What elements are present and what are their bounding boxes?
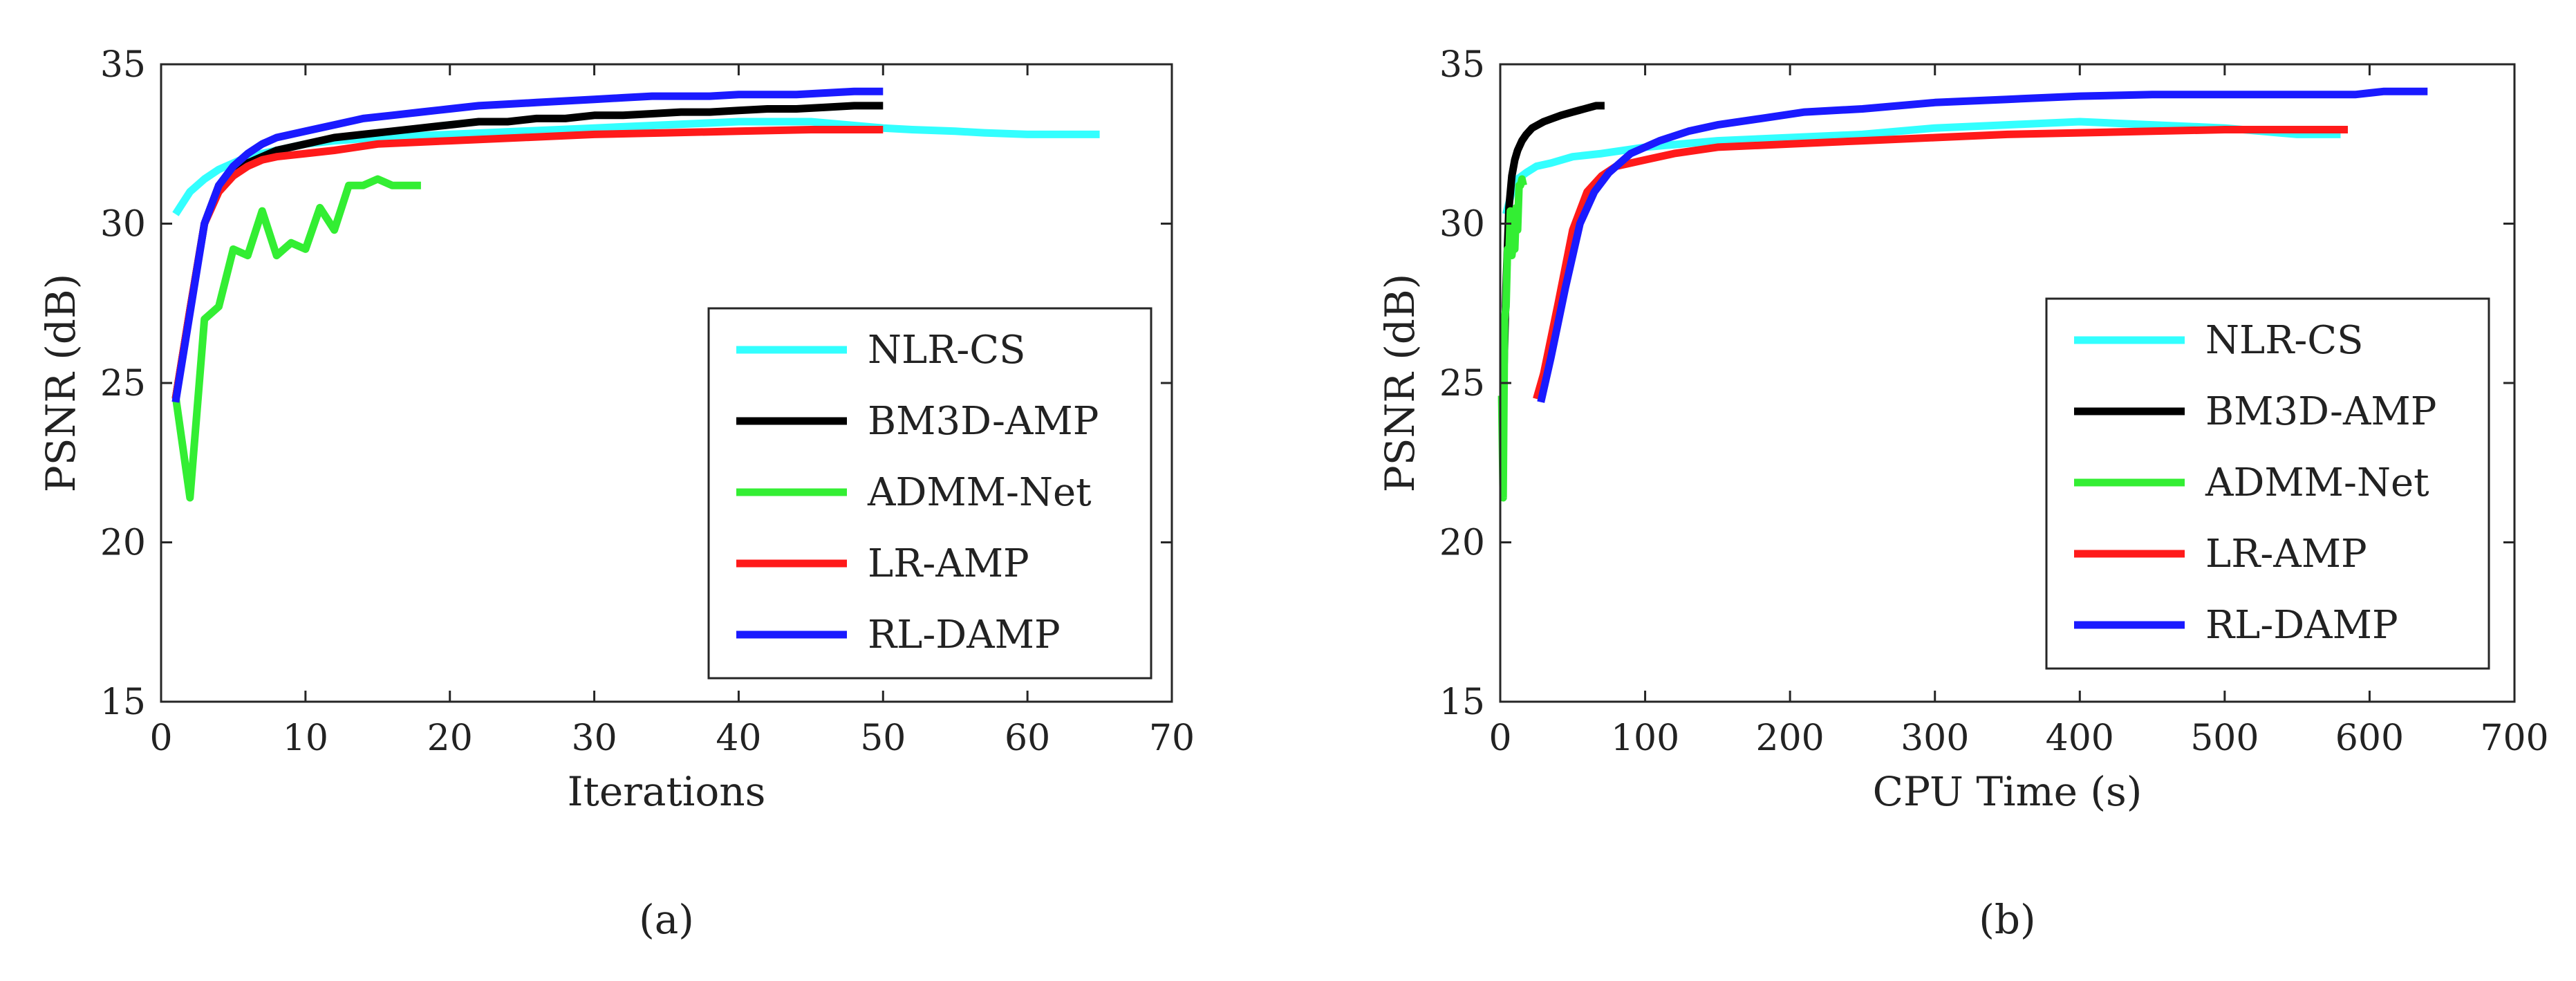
x-tick-label: 300 <box>1901 718 1969 759</box>
x-tick-label: 0 <box>1488 718 1511 759</box>
figure-caption: (b) <box>1979 896 2035 943</box>
y-tick-label: 20 <box>100 523 146 564</box>
y-tick-label: 15 <box>1439 682 1485 723</box>
series-line-admm-net <box>171 175 421 502</box>
series-line-rl-damp <box>1537 87 2428 403</box>
x-tick-label: 500 <box>2190 718 2259 759</box>
y-tick-label: 35 <box>1439 44 1485 86</box>
legend-label: NLR-CS <box>2205 318 2363 363</box>
legend-label: BM3D-AMP <box>868 399 1099 444</box>
y-tick-label: 25 <box>100 363 146 404</box>
legend-label: ADMM-Net <box>867 470 1092 515</box>
legend-label: RL-DAMP <box>2205 603 2398 648</box>
x-tick-label: 40 <box>716 718 761 759</box>
legend-label: NLR-CS <box>868 328 1025 373</box>
series-line-admm-net <box>1497 175 1527 502</box>
x-tick-label: 400 <box>2046 718 2114 759</box>
x-tick-label: 60 <box>1005 718 1050 759</box>
x-tick-label: 200 <box>1756 718 1824 759</box>
y-tick-label: 35 <box>100 44 146 86</box>
series-line-nlr-cs <box>1502 118 2341 216</box>
figure-caption: (a) <box>639 896 694 943</box>
y-tick-label: 25 <box>1439 363 1485 404</box>
series-line-nlr-cs <box>172 118 1100 216</box>
y-tick-label: 15 <box>100 682 146 723</box>
x-tick-label: 700 <box>2480 718 2548 759</box>
chart-panel-b: 0 100 200 300 400 500 600 700 15 20 25 30 35 CPU Time… <box>1376 44 2549 943</box>
legend-label: RL-DAMP <box>868 613 1061 657</box>
x-tick-label: 100 <box>1611 718 1679 759</box>
x-axis-label: CPU Time (s) <box>1873 768 2143 815</box>
x-tick-label: 70 <box>1149 718 1195 759</box>
y-axis-label: PSNR (dB) <box>37 274 84 493</box>
x-tick-label: 30 <box>571 718 617 759</box>
legend-box <box>707 307 1152 680</box>
y-tick-label: 30 <box>100 204 146 245</box>
legend: NLR-CS BM3D-AMP ADMM-Net LR-AMP RL-DAMP <box>2045 297 2490 670</box>
y-tick-label: 20 <box>1439 523 1485 564</box>
chart-panel-a: 0 10 20 30 40 50 60 70 15 20 25 30 35 Iterations PSNR … <box>37 44 1195 943</box>
y-axis-label: PSNR (dB) <box>1376 274 1424 493</box>
y-tick-label: 30 <box>1439 204 1485 245</box>
legend-label: BM3D-AMP <box>2205 389 2436 434</box>
legend-label: LR-AMP <box>868 541 1029 586</box>
x-tick-label: 10 <box>283 718 328 759</box>
legend-label: ADMM-Net <box>2205 460 2429 505</box>
series-line-rl-damp <box>171 87 884 403</box>
legend-label: LR-AMP <box>2205 532 2367 577</box>
legend: NLR-CS BM3D-AMP ADMM-Net LR-AMP RL-DAMP <box>707 307 1152 680</box>
x-tick-label: 50 <box>860 718 906 759</box>
x-axis-label: Iterations <box>568 768 766 815</box>
x-tick-label: 600 <box>2335 718 2404 759</box>
x-tick-label: 0 <box>149 718 172 759</box>
series-line-bm3d-amp <box>1499 102 1605 400</box>
x-tick-label: 20 <box>427 718 473 759</box>
series-line-lr-amp <box>1533 126 2348 400</box>
